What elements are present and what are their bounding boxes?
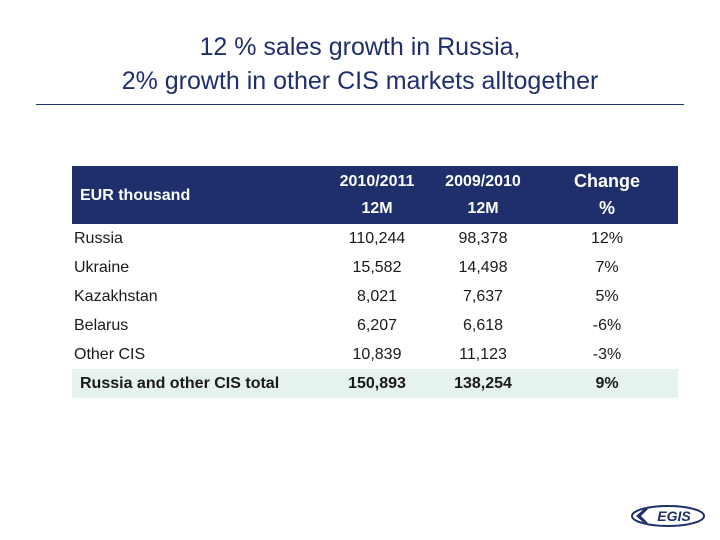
table-row: Kazakhstan 8,021 7,637 5% xyxy=(72,282,678,311)
row-value-2009-2010: 98,378 xyxy=(458,229,508,247)
row-value-2009-2010: 14,498 xyxy=(458,258,508,276)
row-value-2009-2010: 11,123 xyxy=(459,345,507,363)
table-header-row: EUR thousand 2010/2011 12M 2009/2010 12M… xyxy=(72,166,678,224)
header-currency-label: EUR thousand xyxy=(72,166,324,224)
egis-logo-text: EGIS xyxy=(657,508,691,524)
egis-logo: EGIS xyxy=(630,504,706,528)
row-change: 7% xyxy=(595,258,619,276)
sales-table: EUR thousand 2010/2011 12M 2009/2010 12M… xyxy=(72,166,678,398)
row-country: Ukraine xyxy=(74,258,130,276)
slide-title-line-1: 12 % sales growth in Russia, xyxy=(199,33,521,61)
row-value-2010-2011: 8,021 xyxy=(356,287,398,305)
header-col-2010-2011-months: 12M xyxy=(361,200,393,217)
row-change: -6% xyxy=(592,316,622,334)
header-col-2010-2011: 2010/2011 12M xyxy=(324,166,430,224)
table-row: Russia 110,244 98,378 12% xyxy=(72,224,678,253)
total-value-2010-2011: 150,893 xyxy=(324,369,430,398)
row-change: -3% xyxy=(592,345,622,363)
table-total-row: Russia and other CIS total 150,893 138,2… xyxy=(72,369,678,398)
header-col-2009-2010: 2009/2010 12M xyxy=(430,166,536,224)
total-change: 9% xyxy=(536,369,678,398)
row-change: 5% xyxy=(595,287,619,305)
row-country: Belarus xyxy=(74,316,129,334)
egis-logo-mark: EGIS xyxy=(631,505,705,527)
slide-title-line-2: 2% growth in other CIS markets alltogeth… xyxy=(121,67,599,95)
table-row: Belarus 6,207 6,618 -6% xyxy=(72,311,678,340)
header-col-2010-2011-period: 2010/2011 xyxy=(339,173,415,190)
row-value-2010-2011: 6,207 xyxy=(356,316,398,334)
row-country: Kazakhstan xyxy=(74,287,158,305)
title-divider xyxy=(36,104,684,105)
row-value-2009-2010: 7,637 xyxy=(462,287,504,305)
row-value-2010-2011: 15,582 xyxy=(352,258,402,276)
row-country: Other CIS xyxy=(74,345,146,363)
header-col-2009-2010-months: 12M xyxy=(467,200,499,217)
row-value-2010-2011: 110,244 xyxy=(348,229,406,247)
row-change: 12% xyxy=(590,229,624,247)
header-col-change-unit: % xyxy=(598,198,615,218)
total-label: Russia and other CIS total xyxy=(72,369,324,398)
total-value-2009-2010: 138,254 xyxy=(430,369,536,398)
header-col-2009-2010-period: 2009/2010 xyxy=(445,173,521,190)
row-country: Russia xyxy=(74,229,123,247)
header-col-change: Change % xyxy=(536,166,678,224)
row-value-2009-2010: 6,618 xyxy=(462,316,504,334)
table-row: Other CIS 10,839 11,123 -3% xyxy=(72,340,678,369)
header-col-change-label: Change xyxy=(573,171,640,191)
table-row: Ukraine 15,582 14,498 7% xyxy=(72,253,678,282)
slide-title: 12 % sales growth in Russia, 2% growth i… xyxy=(0,30,720,98)
row-value-2010-2011: 10,839 xyxy=(352,345,402,363)
